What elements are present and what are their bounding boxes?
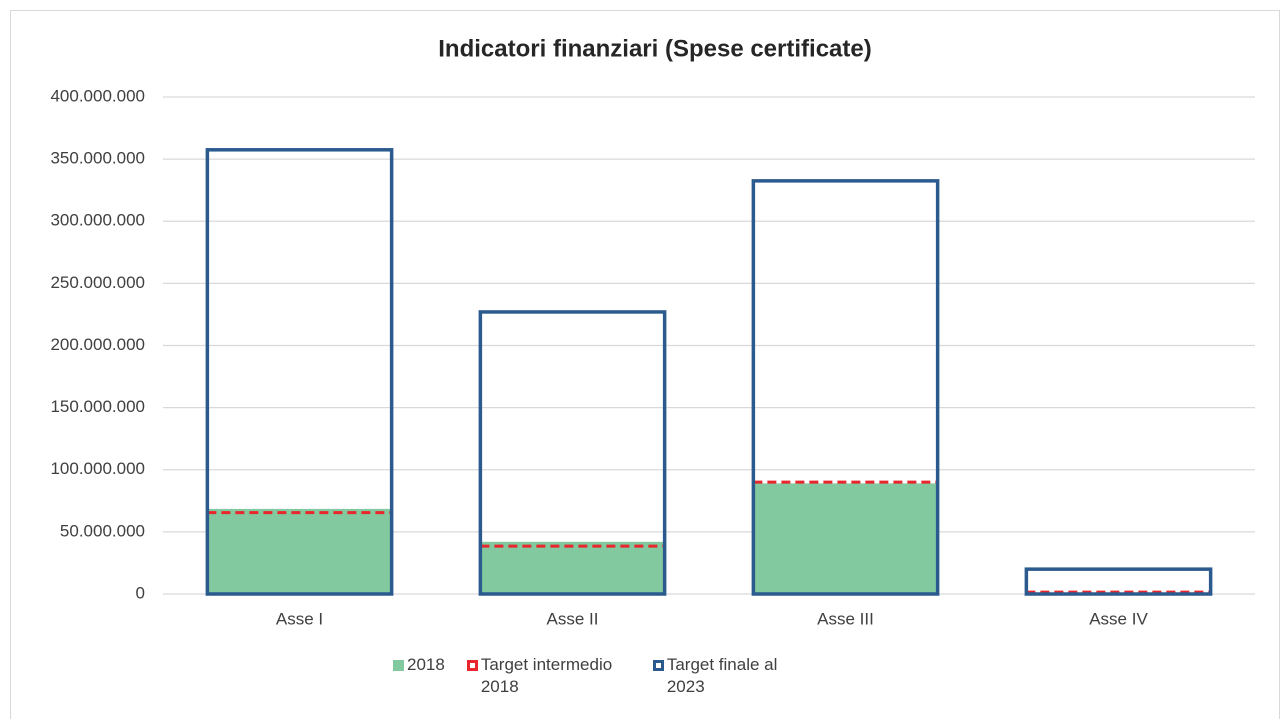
y-tick-label: 250.000.000: [50, 273, 145, 292]
y-tick-label: 0: [136, 583, 145, 602]
target-outline: [205, 148, 394, 596]
x-tick-label: Asse IV: [1089, 609, 1148, 628]
y-tick-label: 300.000.000: [50, 211, 145, 230]
x-tick-label: Asse II: [547, 609, 599, 628]
legend-item: Target intermedio 2018: [466, 655, 631, 698]
x-tick-label: Asse III: [817, 609, 874, 628]
legend-label: Target finale al 2023: [666, 655, 778, 696]
target-outline: [751, 179, 940, 596]
x-tick-label: Asse I: [276, 609, 323, 628]
bar: [207, 508, 392, 594]
bar: [480, 541, 665, 594]
bar: [753, 483, 938, 594]
y-tick-label: 350.000.000: [50, 149, 145, 168]
target-outline: [478, 310, 667, 596]
legend: 2018 Target intermedio 2018 Target finale …: [393, 655, 817, 698]
chart-title: Indicatori finanziari (Spese certificate…: [438, 35, 871, 62]
y-tick-label: 150.000.000: [50, 397, 145, 416]
legend-swatch: [393, 660, 404, 671]
y-tick-label: 50.000.000: [60, 521, 145, 540]
legend-swatch: [652, 660, 664, 671]
y-tick-label: 100.000.000: [50, 459, 145, 478]
legend-item: 2018: [393, 655, 445, 676]
y-tick-label: 200.000.000: [50, 335, 145, 354]
legend-swatch: [466, 660, 478, 671]
legend-item: Target finale al 2023: [652, 655, 817, 698]
legend-label: 2018: [407, 655, 445, 674]
legend-label: Target intermedio 2018: [480, 655, 613, 696]
y-tick-label: 400.000.000: [50, 86, 145, 105]
chart-frame: [10, 10, 1280, 719]
target-outline: [1024, 567, 1213, 596]
